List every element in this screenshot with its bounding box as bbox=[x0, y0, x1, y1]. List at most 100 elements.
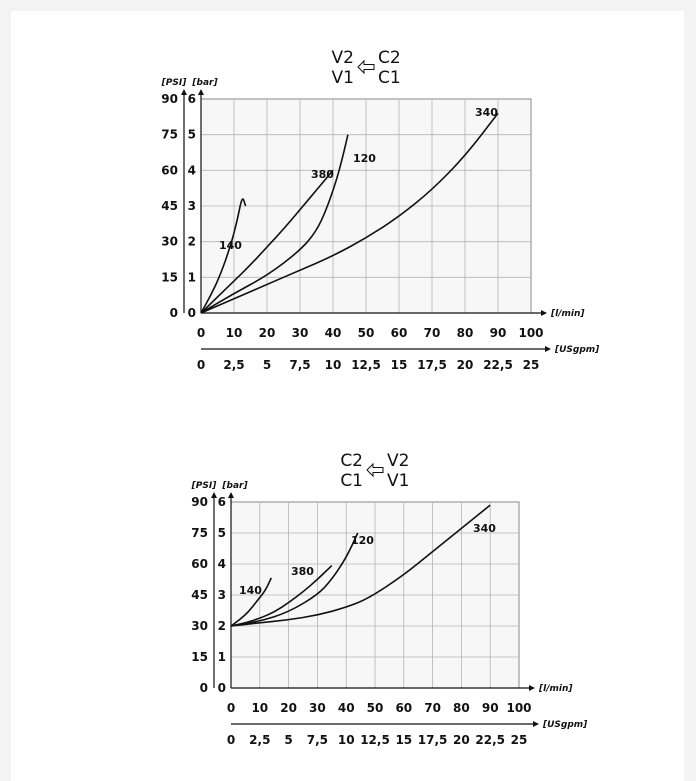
y-tick-bar: 5 bbox=[218, 526, 226, 540]
x-tick-lmin: 10 bbox=[226, 326, 243, 340]
x-tick-lmin: 50 bbox=[367, 701, 384, 715]
x-tick-lmin: 100 bbox=[506, 701, 531, 715]
x-tick-usgpm: 12,5 bbox=[360, 733, 390, 747]
x-tick-lmin: 40 bbox=[325, 326, 342, 340]
y-tick-psi: 15 bbox=[191, 650, 208, 664]
series-label-120: 120 bbox=[351, 534, 374, 547]
x-tick-lmin: 30 bbox=[292, 326, 309, 340]
y-tick-psi: 30 bbox=[191, 619, 208, 633]
x-tick-lmin: 20 bbox=[259, 326, 276, 340]
series-label-140: 140 bbox=[239, 584, 262, 597]
series-label-140: 140 bbox=[219, 239, 242, 252]
x-tick-usgpm: 17,5 bbox=[418, 733, 448, 747]
y-tick-psi: 30 bbox=[161, 235, 178, 249]
y-tick-psi: 45 bbox=[161, 199, 178, 213]
x-tick-lmin: 90 bbox=[482, 701, 499, 715]
x-tick-lmin: 100 bbox=[518, 326, 543, 340]
y-tick-bar: 1 bbox=[188, 270, 196, 284]
x-tick-lmin: 60 bbox=[395, 701, 412, 715]
y-tick-bar: 0 bbox=[188, 306, 196, 320]
x-tick-lmin: 30 bbox=[309, 701, 326, 715]
page: V2 C2 V1 C1 [PSI] [bar] 0 1 2 3 4 5 6 0 15 30 45 60 75 90 [l… bbox=[11, 11, 684, 781]
y-tick-psi: 60 bbox=[191, 557, 208, 571]
series-label-380: 380 bbox=[291, 565, 314, 578]
x-tick-usgpm: 20 bbox=[453, 733, 470, 747]
y-axis-arrow-icon bbox=[198, 89, 204, 95]
flow-arrow-icon bbox=[366, 462, 384, 478]
x-axis-usgpm-label: [USgpm] bbox=[554, 345, 600, 355]
chart-title-text: V2 bbox=[332, 48, 354, 68]
flow-arrow-icon bbox=[357, 59, 375, 75]
x-axis-usgpm-label: [USgpm] bbox=[542, 720, 588, 730]
x-tick-lmin: 70 bbox=[424, 701, 441, 715]
x-tick-lmin: 0 bbox=[227, 701, 235, 715]
y-tick-psi: 0 bbox=[170, 306, 178, 320]
chart-title-text: C1 bbox=[340, 471, 363, 491]
x-tick-lmin: 20 bbox=[280, 701, 297, 715]
x-tick-usgpm: 10 bbox=[338, 733, 355, 747]
x-tick-usgpm: 15 bbox=[395, 733, 412, 747]
series-label-120: 120 bbox=[353, 152, 376, 165]
y-tick-psi: 60 bbox=[161, 163, 178, 177]
y-tick-psi: 75 bbox=[161, 128, 178, 142]
x-axis-usgpm-arrow-icon bbox=[533, 721, 539, 727]
y-axis-psi-arrow-icon bbox=[181, 89, 187, 95]
y-tick-bar: 3 bbox=[188, 199, 196, 213]
y-tick-bar: 0 bbox=[218, 681, 226, 695]
x-tick-usgpm: 17,5 bbox=[417, 358, 447, 372]
y-tick-bar: 1 bbox=[218, 650, 226, 664]
chart-title-text: V1 bbox=[332, 68, 354, 88]
x-tick-lmin: 70 bbox=[424, 326, 441, 340]
y-tick-psi: 90 bbox=[191, 495, 208, 509]
y-tick-psi: 0 bbox=[200, 681, 208, 695]
chart-title-text: C2 bbox=[378, 48, 401, 68]
chart-title-text: C1 bbox=[378, 68, 401, 88]
series-line-340 bbox=[230, 504, 491, 627]
y-tick-bar: 4 bbox=[218, 557, 226, 571]
x-axis-arrow-icon bbox=[541, 310, 547, 316]
y-axis-bar-label: [bar] bbox=[191, 78, 218, 88]
y-tick-psi: 15 bbox=[161, 270, 178, 284]
chart-title-text: V1 bbox=[387, 471, 409, 491]
x-tick-usgpm: 22,5 bbox=[483, 358, 513, 372]
y-tick-bar: 5 bbox=[188, 128, 196, 142]
x-axis-usgpm-arrow-icon bbox=[545, 346, 551, 352]
x-tick-usgpm: 10 bbox=[325, 358, 342, 372]
x-axis-lmin-label: [l/min] bbox=[550, 309, 585, 319]
x-tick-lmin: 60 bbox=[391, 326, 408, 340]
x-tick-lmin: 0 bbox=[197, 326, 205, 340]
x-tick-usgpm: 20 bbox=[457, 358, 474, 372]
y-tick-bar: 6 bbox=[218, 495, 226, 509]
x-tick-usgpm: 12,5 bbox=[351, 358, 381, 372]
x-tick-lmin: 80 bbox=[457, 326, 474, 340]
x-tick-usgpm: 7,5 bbox=[307, 733, 328, 747]
y-axis-bar-label: [bar] bbox=[221, 481, 248, 491]
series-line-140 bbox=[230, 577, 273, 627]
chart-title-text: C2 bbox=[340, 451, 363, 471]
y-tick-psi: 45 bbox=[191, 588, 208, 602]
x-tick-usgpm: 0 bbox=[227, 733, 235, 747]
series-line-380 bbox=[200, 169, 334, 314]
series-label-340: 340 bbox=[475, 106, 498, 119]
y-tick-bar: 3 bbox=[218, 588, 226, 602]
x-tick-lmin: 80 bbox=[453, 701, 470, 715]
series-label-380: 380 bbox=[311, 168, 334, 181]
y-tick-psi: 90 bbox=[161, 92, 178, 106]
x-tick-usgpm: 2,5 bbox=[223, 358, 244, 372]
y-tick-bar: 2 bbox=[188, 235, 196, 249]
y-axis-psi-label: [PSI] bbox=[191, 481, 218, 491]
x-tick-usgpm: 15 bbox=[391, 358, 408, 372]
x-tick-lmin: 90 bbox=[490, 326, 507, 340]
y-tick-bar: 6 bbox=[188, 92, 196, 106]
y-axis-arrow-icon bbox=[228, 492, 234, 498]
series-line-140 bbox=[200, 198, 247, 314]
x-axis-lmin-label: [l/min] bbox=[538, 684, 573, 694]
x-tick-lmin: 10 bbox=[251, 701, 268, 715]
x-tick-usgpm: 22,5 bbox=[475, 733, 505, 747]
x-tick-lmin: 50 bbox=[358, 326, 375, 340]
series-label-340: 340 bbox=[473, 522, 496, 535]
y-tick-bar: 4 bbox=[188, 163, 196, 177]
series-line-340 bbox=[200, 112, 499, 314]
